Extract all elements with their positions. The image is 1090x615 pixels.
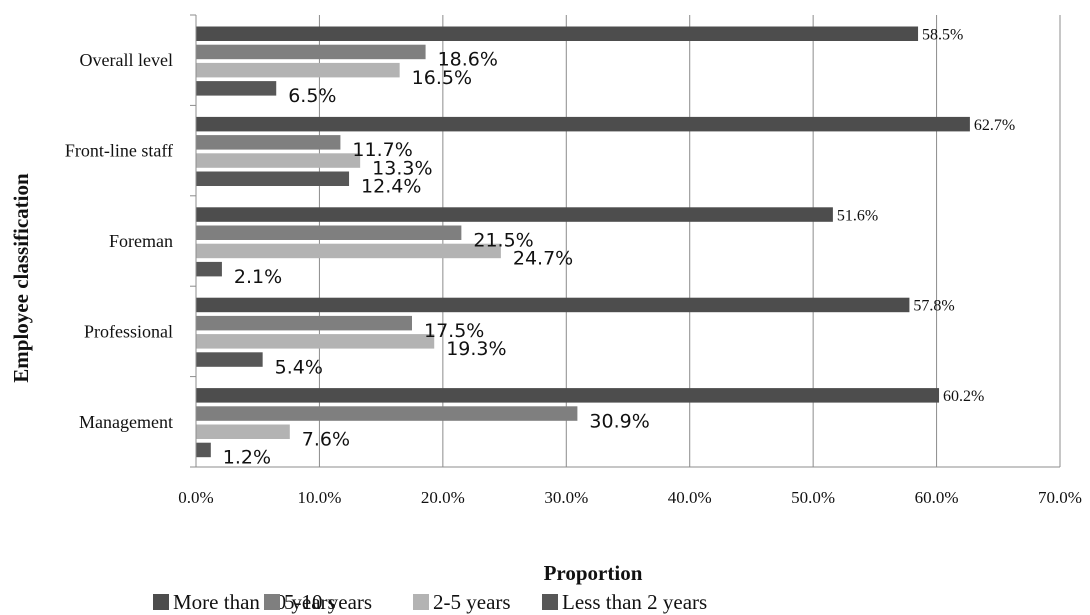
data-label: 16.5% — [412, 67, 472, 89]
x-tick-label: 0.0% — [178, 488, 213, 507]
bar — [196, 116, 970, 132]
category-labels: Overall level Front-line staff Foreman Prof… — [65, 50, 173, 432]
bar — [196, 225, 462, 240]
legend-swatch — [413, 594, 429, 610]
data-label: 21.5% — [473, 230, 533, 252]
legend-label: More than 10 years — [173, 590, 336, 614]
category-label: Overall level — [80, 50, 173, 70]
category-label: Foreman — [109, 231, 173, 251]
bar — [196, 26, 919, 41]
bar — [196, 297, 910, 313]
legend-label: 2-5 years — [433, 590, 511, 614]
data-label: 13.3% — [372, 157, 432, 179]
y-axis-title: Employee classification — [9, 173, 33, 383]
x-tick-label: 50.0% — [791, 488, 835, 507]
x-tick-label: 40.0% — [668, 488, 712, 507]
category-label: Professional — [84, 321, 173, 341]
category-label: Front-line staff — [65, 141, 173, 161]
category-label: Management — [79, 412, 173, 432]
data-label: 24.7% — [513, 248, 573, 270]
bar — [196, 388, 940, 403]
bar — [196, 424, 290, 439]
data-label: 30.9% — [589, 410, 649, 432]
data-label: 17.5% — [424, 320, 484, 342]
bar — [196, 207, 833, 222]
data-label: 5.4% — [275, 356, 323, 378]
bar — [196, 352, 263, 367]
data-label: 62.7% — [974, 117, 1015, 134]
data-labels: 58.5% 18.6%16.5% 6.5% 62.7% 11.7%13.3%12.4% 5… — [223, 27, 1015, 469]
legend-swatch — [542, 594, 558, 610]
x-tick-labels: 0.0% 10.0% 20.0% 30.0% 40.0% 50.0% 60.0% 70.0% — [178, 488, 1082, 507]
axes — [190, 14, 1060, 468]
bar — [196, 261, 222, 277]
bar — [196, 406, 578, 421]
legend-label: Less than 2 years — [562, 590, 707, 614]
data-label: 58.5% — [922, 27, 963, 44]
x-tick-label: 10.0% — [297, 488, 341, 507]
data-label: 18.6% — [438, 49, 498, 71]
x-tick-label: 20.0% — [421, 488, 465, 507]
x-tick-label: 30.0% — [544, 488, 588, 507]
bar — [196, 44, 426, 60]
bar — [196, 135, 341, 150]
bar — [196, 243, 501, 259]
data-label: 60.2% — [943, 388, 984, 405]
gridlines — [318, 15, 1061, 467]
bar — [196, 442, 211, 458]
legend-label: 5-10 years — [284, 590, 372, 614]
bars — [196, 26, 970, 458]
data-label: 7.6% — [302, 429, 350, 451]
data-label: 19.3% — [446, 338, 506, 360]
data-label: 57.8% — [913, 298, 954, 315]
data-label: 11.7% — [352, 139, 412, 161]
bar — [196, 334, 435, 349]
legend-swatch — [264, 594, 280, 610]
data-label: 1.2% — [223, 447, 271, 469]
data-label: 51.6% — [837, 207, 878, 224]
data-label: 12.4% — [361, 176, 421, 198]
bar — [196, 171, 350, 186]
bar — [196, 315, 412, 331]
bar — [196, 81, 277, 96]
data-label: 6.5% — [288, 85, 336, 107]
bar — [196, 62, 400, 78]
x-tick-label: 60.0% — [915, 488, 959, 507]
data-label: 2.1% — [234, 266, 282, 288]
x-axis-title: Proportion — [544, 561, 643, 585]
x-tick-label: 70.0% — [1038, 488, 1082, 507]
legend-swatch — [153, 594, 169, 610]
bar — [196, 153, 361, 168]
